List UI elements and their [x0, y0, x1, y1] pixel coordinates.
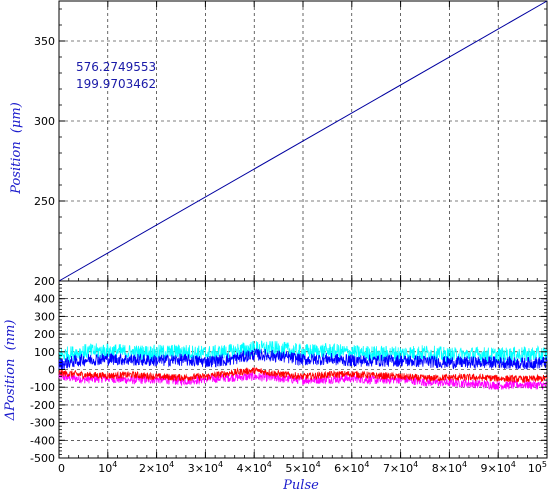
- x-tick-label-exponent: 4: [267, 460, 272, 469]
- x-tick-label-exponent: 4: [364, 460, 369, 469]
- x-tick-label: 6×104: [334, 460, 369, 475]
- bottom-y-axis-label-unit: (nm): [3, 320, 18, 351]
- top-annotation-1: 576.2749553: [76, 60, 156, 74]
- x-tick-label-exponent: 4: [218, 460, 223, 469]
- top-annotation-2: 199.9703462: [76, 77, 156, 91]
- bottom-y-tick-label: 400: [34, 293, 55, 306]
- top-y-tick-label: 250: [34, 195, 55, 208]
- top-y-tick-label: 300: [34, 115, 55, 128]
- bottom-series-line: [58, 370, 547, 391]
- top-y-axis-label-unit: (μm): [9, 102, 24, 133]
- x-axis-label: Pulse: [282, 478, 319, 493]
- x-tick-label-exponent: 5: [542, 460, 547, 469]
- bottom-plot-frame: [58, 280, 548, 459]
- top-y-bottom-label: 200: [34, 275, 55, 288]
- x-tick-label-exponent: 4: [316, 460, 321, 469]
- bottom-y-axis-label-prefix: ΔPosition: [3, 359, 18, 422]
- x-tick-label: 104: [98, 460, 117, 475]
- bottom-series-group: [58, 340, 548, 391]
- top-series-group: [58, 0, 548, 282]
- bottom-y-tick-label: -300: [30, 417, 55, 430]
- x-tick-label-base: 2×10: [139, 462, 169, 475]
- x-tick-label: 105: [528, 460, 547, 475]
- top-y-axis-label-prefix: Position: [9, 141, 24, 194]
- x-tick-label: 8×104: [432, 460, 467, 475]
- x-tick-label-exponent: 4: [462, 460, 467, 469]
- x-tick-label-base: 6×10: [334, 462, 364, 475]
- bottom-y-tick-label: 200: [34, 328, 55, 341]
- x-tick-label-base: 0: [58, 462, 65, 475]
- x-tick-label-base: 8×10: [432, 462, 462, 475]
- top-y-tick-label: 350: [34, 35, 55, 48]
- bottom-y-tick-label: -200: [30, 399, 55, 412]
- x-tick-label-exponent: 4: [413, 460, 418, 469]
- bottom-y-tick-label: 300: [34, 310, 55, 323]
- bottom-y-tick-label: 100: [34, 346, 55, 359]
- x-tick-label-base: 9×10: [481, 462, 511, 475]
- bottom-y-axis-label: ΔPosition (nm): [3, 320, 18, 422]
- bottom-y-tick-label: -100: [30, 381, 55, 394]
- bottom-y-tick-label: -500: [30, 452, 55, 465]
- x-tick-label: 2×104: [139, 460, 174, 475]
- x-tick-label-base: 10: [98, 462, 112, 475]
- x-tick-label-base: 4×10: [237, 462, 267, 475]
- x-tick-label-base: 10: [528, 462, 542, 475]
- x-tick-label: 0: [58, 462, 65, 475]
- x-tick-label-exponent: 4: [169, 460, 174, 469]
- bottom-panel: 0 104 2×104 3×104 4×104 5×104 6×104 7×104 8×104 9…: [3, 280, 548, 493]
- bottom-ticks: 0 104 2×104 3×104 4×104 5×104 6×104 7×104 8×104 9…: [30, 280, 548, 475]
- x-tick-label: 5×104: [285, 460, 320, 475]
- top-y-axis-label: Position (μm): [9, 102, 24, 195]
- bottom-y-tick-label: 0: [48, 364, 55, 377]
- top-panel: 250 300 350 200 576.2749553 199.9703462 Pos…: [9, 0, 548, 288]
- x-tick-label: 9×104: [481, 460, 516, 475]
- x-tick-label-base: 5×10: [285, 462, 315, 475]
- x-tick-label-exponent: 4: [511, 460, 516, 469]
- x-tick-label-base: 7×10: [383, 462, 413, 475]
- x-tick-label-base: 3×10: [188, 462, 218, 475]
- bottom-series-line: [58, 348, 548, 370]
- top-series-line: [58, 0, 548, 282]
- bottom-y-tick-label: -400: [30, 434, 55, 447]
- x-tick-label-exponent: 4: [112, 460, 117, 469]
- x-tick-label: 4×104: [237, 460, 272, 475]
- x-tick-label: 7×104: [383, 460, 418, 475]
- x-tick-label: 3×104: [188, 460, 223, 475]
- bottom-series-line: [58, 366, 548, 383]
- top-ticks: 250 300 350 200: [34, 1, 548, 288]
